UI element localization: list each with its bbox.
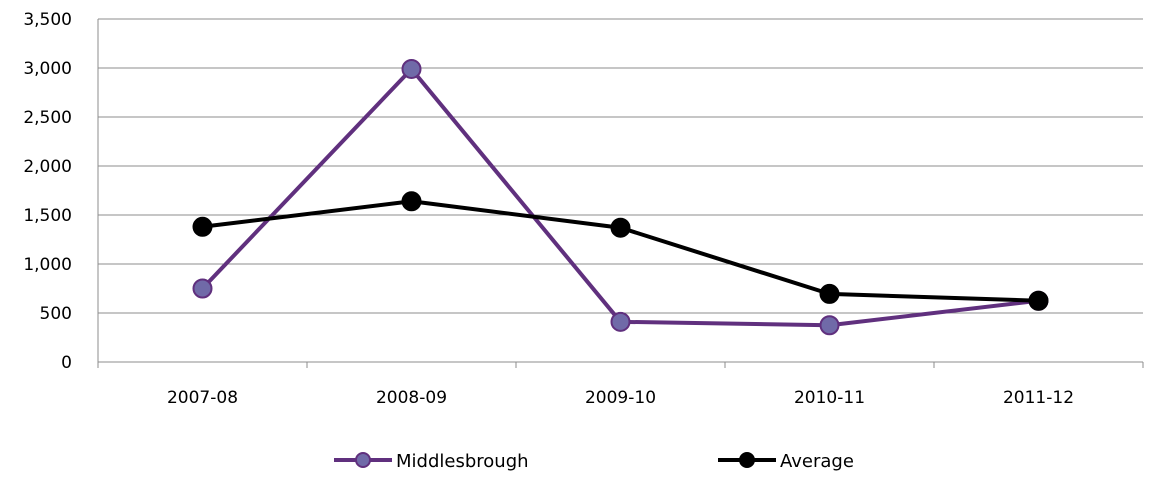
x-axis: 2007-08 2008-09 2009-10 2010-11 2011-12 xyxy=(97,361,1144,408)
series-lines xyxy=(192,58,1049,336)
x-tick-label: 2008-09 xyxy=(376,388,447,408)
legend: Middlesbrough Average xyxy=(334,451,854,472)
data-point-average xyxy=(1028,290,1049,311)
y-tick-label: 0 xyxy=(61,353,72,373)
y-tick-label: 3,500 xyxy=(23,10,72,30)
y-tick-label: 1,500 xyxy=(23,206,72,226)
data-point-middlesbrough xyxy=(819,315,840,336)
data-point-average xyxy=(192,216,213,237)
y-tick-label: 500 xyxy=(40,304,72,324)
legend-item-average: Average xyxy=(718,451,854,472)
y-tick-label: 2,000 xyxy=(23,157,72,177)
data-point-average xyxy=(401,191,422,212)
series-line-middlesbrough xyxy=(201,66,1039,328)
data-point-middlesbrough xyxy=(610,311,631,332)
gridlines xyxy=(98,18,1143,314)
data-point-average xyxy=(610,217,631,238)
x-tick-label: 2007-08 xyxy=(167,388,238,408)
series-line-average xyxy=(202,199,1039,303)
x-tick-label: 2010-11 xyxy=(794,388,865,408)
y-tick-label: 3,000 xyxy=(23,59,72,79)
data-point-middlesbrough xyxy=(401,58,422,79)
x-tick-label: 2011-12 xyxy=(1003,388,1074,408)
legend-swatch-marker xyxy=(355,452,371,468)
data-point-middlesbrough xyxy=(192,278,213,299)
legend-item-middlesbrough: Middlesbrough xyxy=(334,451,529,472)
legend-label: Middlesbrough xyxy=(396,451,529,472)
data-point-average xyxy=(819,283,840,304)
y-tick-label: 1,000 xyxy=(23,255,72,275)
x-tick-label: 2009-10 xyxy=(585,388,656,408)
legend-label: Average xyxy=(780,451,854,472)
y-axis: 0 500 1,000 1,500 2,000 2,500 3,000 3,500 xyxy=(23,10,99,373)
legend-swatch-marker xyxy=(739,452,755,468)
y-tick-label: 2,500 xyxy=(23,108,72,128)
